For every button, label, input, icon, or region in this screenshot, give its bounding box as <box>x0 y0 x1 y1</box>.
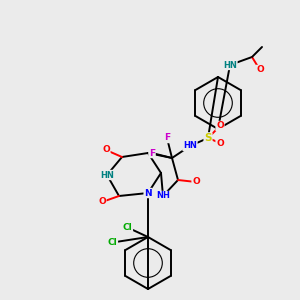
Text: HN: HN <box>100 170 114 179</box>
Text: HN: HN <box>223 61 237 70</box>
Text: O: O <box>216 139 224 148</box>
Text: F: F <box>164 134 170 142</box>
Text: S: S <box>204 133 212 143</box>
Text: Cl: Cl <box>108 238 117 247</box>
Text: O: O <box>98 197 106 206</box>
Text: HN: HN <box>183 142 197 151</box>
Text: O: O <box>192 178 200 187</box>
Text: O: O <box>256 65 264 74</box>
Text: F: F <box>149 148 155 158</box>
Text: NH: NH <box>156 191 170 200</box>
Text: O: O <box>216 122 224 130</box>
Text: Cl: Cl <box>123 223 132 232</box>
Text: N: N <box>144 188 152 197</box>
Text: O: O <box>102 146 110 154</box>
